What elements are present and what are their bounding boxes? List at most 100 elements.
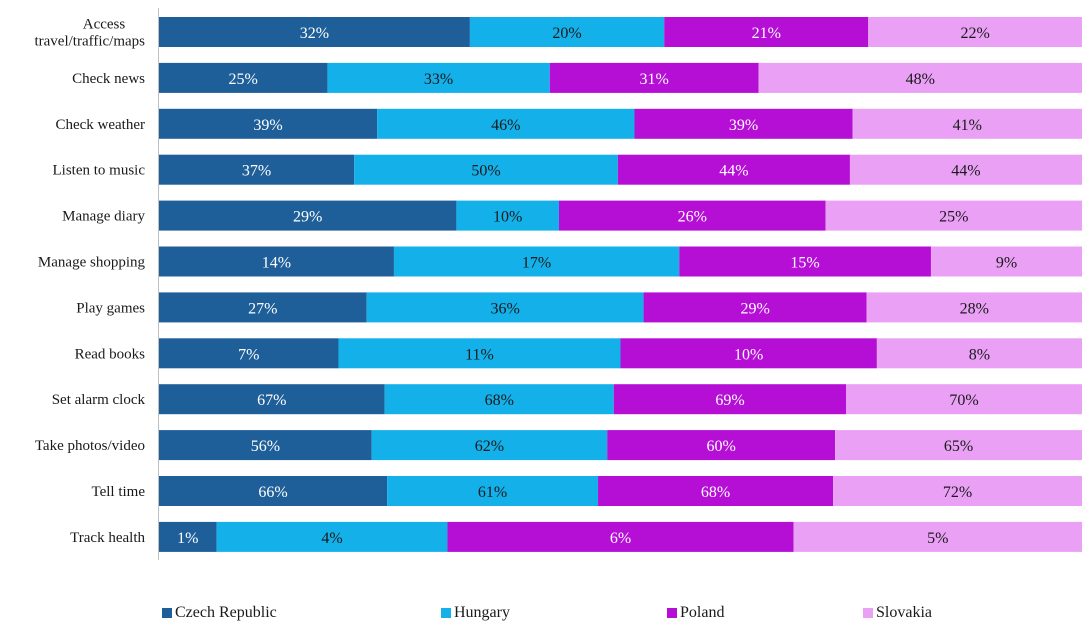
bar-segment-hungary: [377, 108, 635, 139]
bar-segment-hungary: [354, 154, 618, 185]
data-label: 68%: [701, 484, 730, 501]
data-label: 17%: [522, 255, 551, 272]
bar-segment-czech-republic: [159, 17, 470, 47]
category-label: Manage diary: [62, 209, 145, 225]
data-label: 29%: [293, 209, 322, 226]
legend-item-hungary: Hungary: [441, 604, 510, 622]
data-label: 61%: [478, 484, 507, 501]
data-label: 9%: [996, 255, 1017, 272]
data-label: 6%: [610, 530, 631, 547]
data-label: 14%: [262, 255, 291, 272]
bar-segment-poland: [679, 246, 931, 277]
data-label: 44%: [719, 163, 748, 180]
bar-segment-poland: [598, 476, 834, 506]
bar-segment-czech-republic: [159, 521, 217, 552]
bar-segment-hungary: [469, 17, 665, 47]
bar-segment-poland: [447, 521, 794, 552]
category-label: Check weather: [55, 117, 145, 133]
legend-swatch: [667, 608, 677, 618]
bar-segment-slovakia: [846, 384, 1082, 415]
bar-segment-hungary: [327, 62, 550, 93]
data-label: 8%: [969, 346, 990, 363]
category-label: Manage shopping: [38, 255, 146, 271]
data-label: 33%: [424, 71, 453, 88]
data-label: 60%: [706, 438, 735, 455]
bar-segment-slovakia: [852, 108, 1082, 139]
bar-segment-slovakia: [849, 154, 1082, 185]
bar-segment-hungary: [371, 430, 608, 461]
bar-segment-hungary: [456, 200, 559, 231]
data-label: 56%: [251, 438, 280, 455]
legend-swatch: [441, 608, 451, 618]
category-label: Tell time: [91, 484, 145, 500]
bar-segment-slovakia: [866, 292, 1082, 323]
bar-segment-czech-republic: [159, 430, 372, 461]
bar-segment-poland: [634, 108, 853, 139]
bar-segment-czech-republic: [159, 62, 328, 93]
bar-segment-poland: [620, 338, 877, 369]
legend-label: Poland: [680, 604, 725, 621]
data-label: 26%: [678, 209, 707, 226]
category-label: Take photos/video: [35, 438, 145, 454]
bar-segment-slovakia: [825, 200, 1082, 231]
bar-segment-hungary: [393, 246, 680, 277]
legend-label: Slovakia: [876, 604, 932, 621]
bar-segment-czech-republic: [159, 154, 355, 185]
data-label: 7%: [238, 346, 259, 363]
legend-label: Hungary: [454, 604, 510, 621]
data-label: 29%: [740, 300, 769, 317]
data-label: 21%: [752, 25, 781, 42]
data-label: 72%: [943, 484, 972, 501]
category-label: Read books: [75, 346, 146, 362]
category-label: Track health: [70, 530, 145, 546]
data-label: 37%: [242, 163, 271, 180]
data-label: 66%: [258, 484, 287, 501]
category-label: Access travel/traffic/maps: [34, 17, 145, 50]
bar-segment-slovakia: [930, 246, 1082, 277]
data-label: 69%: [715, 392, 744, 409]
bar-segment-slovakia: [876, 338, 1082, 369]
category-label: Play games: [76, 300, 145, 316]
bar-segment-hungary: [366, 292, 644, 323]
bar-segment-czech-republic: [159, 338, 339, 369]
data-label: 31%: [640, 71, 669, 88]
data-label: 67%: [257, 392, 286, 409]
bar-segment-czech-republic: [159, 108, 378, 139]
legend-swatch: [162, 608, 172, 618]
bar-segment-slovakia: [758, 62, 1082, 93]
data-label: 28%: [960, 300, 989, 317]
legend-swatch: [863, 608, 873, 618]
bar-segment-poland: [558, 200, 826, 231]
data-label: 1%: [177, 530, 198, 547]
data-label: 46%: [491, 117, 520, 134]
data-label: 32%: [300, 25, 329, 42]
bar-segment-poland: [643, 292, 867, 323]
data-label: 10%: [493, 209, 522, 226]
data-label: 48%: [906, 71, 935, 88]
data-label: 39%: [729, 117, 758, 134]
legend-item-poland: Poland: [667, 604, 724, 622]
data-label: 25%: [939, 209, 968, 226]
data-label: 39%: [253, 117, 282, 134]
category-label: Check news: [72, 71, 145, 87]
data-label: 5%: [927, 530, 948, 547]
bar-segment-poland: [613, 384, 847, 415]
data-label: 36%: [490, 300, 519, 317]
data-label: 65%: [944, 438, 973, 455]
bar-segment-czech-republic: [159, 200, 457, 231]
data-label: 15%: [790, 255, 819, 272]
legend-label: Czech Republic: [175, 604, 277, 621]
bar-segment-poland: [549, 62, 759, 93]
bar-segment-slovakia: [833, 476, 1082, 506]
data-label: 20%: [552, 25, 581, 42]
stacked-bar-chart: Access travel/traffic/maps 32% 20% 21% 22% Che…: [34, 8, 1082, 560]
bar-segment-czech-republic: [159, 476, 388, 506]
data-label: 22%: [960, 25, 989, 42]
bar-segment-poland: [617, 154, 850, 185]
legend-item-slovakia: Slovakia: [863, 604, 932, 622]
bar-segment-poland: [664, 17, 869, 47]
data-label: 41%: [953, 117, 982, 134]
bar-segment-hungary: [216, 521, 448, 552]
data-label: 44%: [951, 163, 980, 180]
